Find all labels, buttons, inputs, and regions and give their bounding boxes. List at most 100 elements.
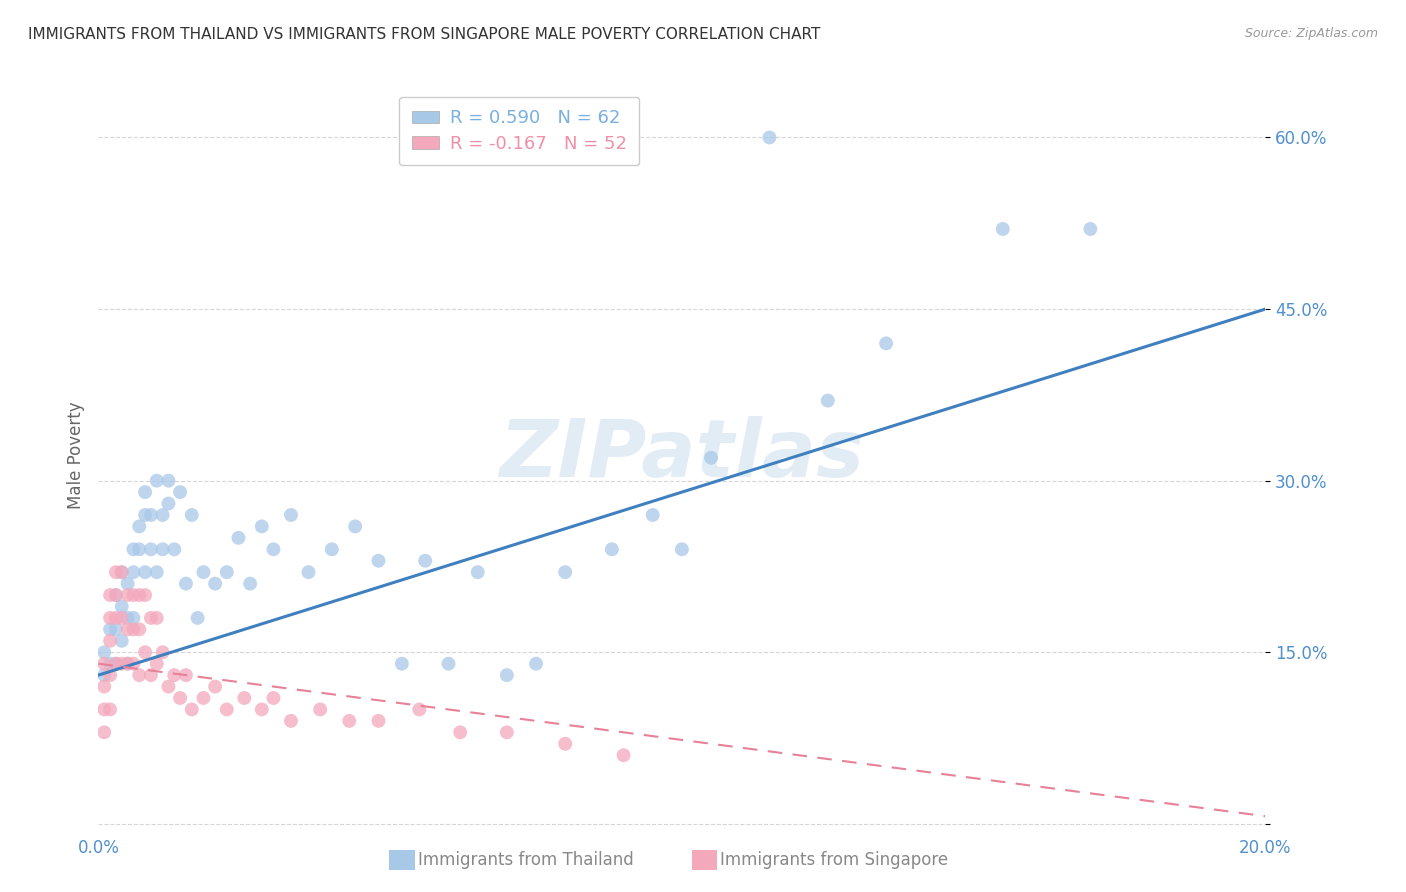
Point: [413, 554, 436, 568]
Point: [128, 668, 150, 682]
Point: [122, 611, 145, 625]
Legend: R = 0.590   N = 62, R = -0.167   N = 52: R = 0.590 N = 62, R = -0.167 N = 52: [399, 97, 640, 165]
Point: [174, 576, 197, 591]
Point: [157, 474, 180, 488]
Text: Immigrants from Singapore: Immigrants from Singapore: [720, 851, 948, 869]
Point: [671, 542, 693, 557]
Point: [239, 576, 262, 591]
Point: [641, 508, 664, 522]
Point: [600, 542, 623, 557]
Point: [98, 623, 121, 637]
Point: [134, 485, 156, 500]
Point: [250, 702, 273, 716]
Point: [134, 588, 156, 602]
Point: [758, 130, 780, 145]
Point: [134, 565, 156, 579]
Point: [146, 657, 169, 671]
Point: [93, 680, 115, 694]
Point: [98, 611, 121, 625]
Point: [98, 668, 121, 682]
Point: [93, 702, 115, 716]
Point: [117, 611, 139, 625]
Point: [321, 542, 343, 557]
Point: [367, 554, 389, 568]
Point: [111, 657, 134, 671]
Y-axis label: Male Poverty: Male Poverty: [66, 401, 84, 508]
Point: [817, 393, 839, 408]
Point: [104, 657, 127, 671]
Point: [139, 542, 162, 557]
Point: [104, 611, 127, 625]
Point: [117, 576, 139, 591]
Point: [152, 645, 174, 659]
Point: [157, 497, 180, 511]
Point: [152, 542, 174, 557]
Point: [193, 691, 215, 706]
Point: [309, 702, 332, 716]
Point: [169, 485, 191, 500]
Point: [449, 725, 471, 739]
Point: [146, 611, 169, 625]
Point: [391, 657, 413, 671]
Point: [180, 508, 202, 522]
Point: [496, 668, 519, 682]
Point: [524, 657, 547, 671]
Point: [875, 336, 897, 351]
Point: [104, 623, 127, 637]
Point: [117, 623, 139, 637]
Point: [991, 222, 1014, 236]
Point: [408, 702, 430, 716]
Point: [122, 657, 145, 671]
Point: [554, 737, 576, 751]
Point: [93, 725, 115, 739]
Point: [169, 691, 191, 706]
Point: [700, 450, 723, 465]
Point: [104, 588, 127, 602]
Point: [98, 588, 121, 602]
Point: [117, 588, 139, 602]
Point: [134, 508, 156, 522]
Point: [367, 714, 389, 728]
Point: [128, 588, 150, 602]
Point: [146, 474, 169, 488]
Point: [117, 657, 139, 671]
Point: [467, 565, 489, 579]
Point: [204, 576, 226, 591]
Point: [139, 508, 162, 522]
Point: [157, 680, 180, 694]
Point: [152, 508, 174, 522]
Point: [98, 657, 121, 671]
Point: [163, 542, 186, 557]
Point: [128, 542, 150, 557]
Point: [187, 611, 209, 625]
Text: Source: ZipAtlas.com: Source: ZipAtlas.com: [1244, 27, 1378, 40]
Point: [215, 702, 238, 716]
Point: [122, 623, 145, 637]
Point: [93, 645, 115, 659]
Point: [297, 565, 319, 579]
Text: IMMIGRANTS FROM THAILAND VS IMMIGRANTS FROM SINGAPORE MALE POVERTY CORRELATION C: IMMIGRANTS FROM THAILAND VS IMMIGRANTS F…: [28, 27, 821, 42]
Point: [122, 542, 145, 557]
Point: [174, 668, 197, 682]
Point: [93, 657, 115, 671]
Point: [104, 657, 127, 671]
Point: [122, 565, 145, 579]
Point: [104, 565, 127, 579]
Point: [111, 565, 134, 579]
Text: ZIPatlas: ZIPatlas: [499, 416, 865, 494]
Point: [111, 565, 134, 579]
Point: [117, 657, 139, 671]
Point: [262, 542, 284, 557]
Point: [128, 623, 150, 637]
Point: [111, 633, 134, 648]
Point: [344, 519, 367, 533]
Point: [93, 668, 115, 682]
Point: [111, 599, 134, 614]
Point: [233, 691, 256, 706]
Point: [250, 519, 273, 533]
Point: [228, 531, 250, 545]
Point: [134, 645, 156, 659]
Point: [104, 588, 127, 602]
Point: [437, 657, 460, 671]
Point: [554, 565, 576, 579]
